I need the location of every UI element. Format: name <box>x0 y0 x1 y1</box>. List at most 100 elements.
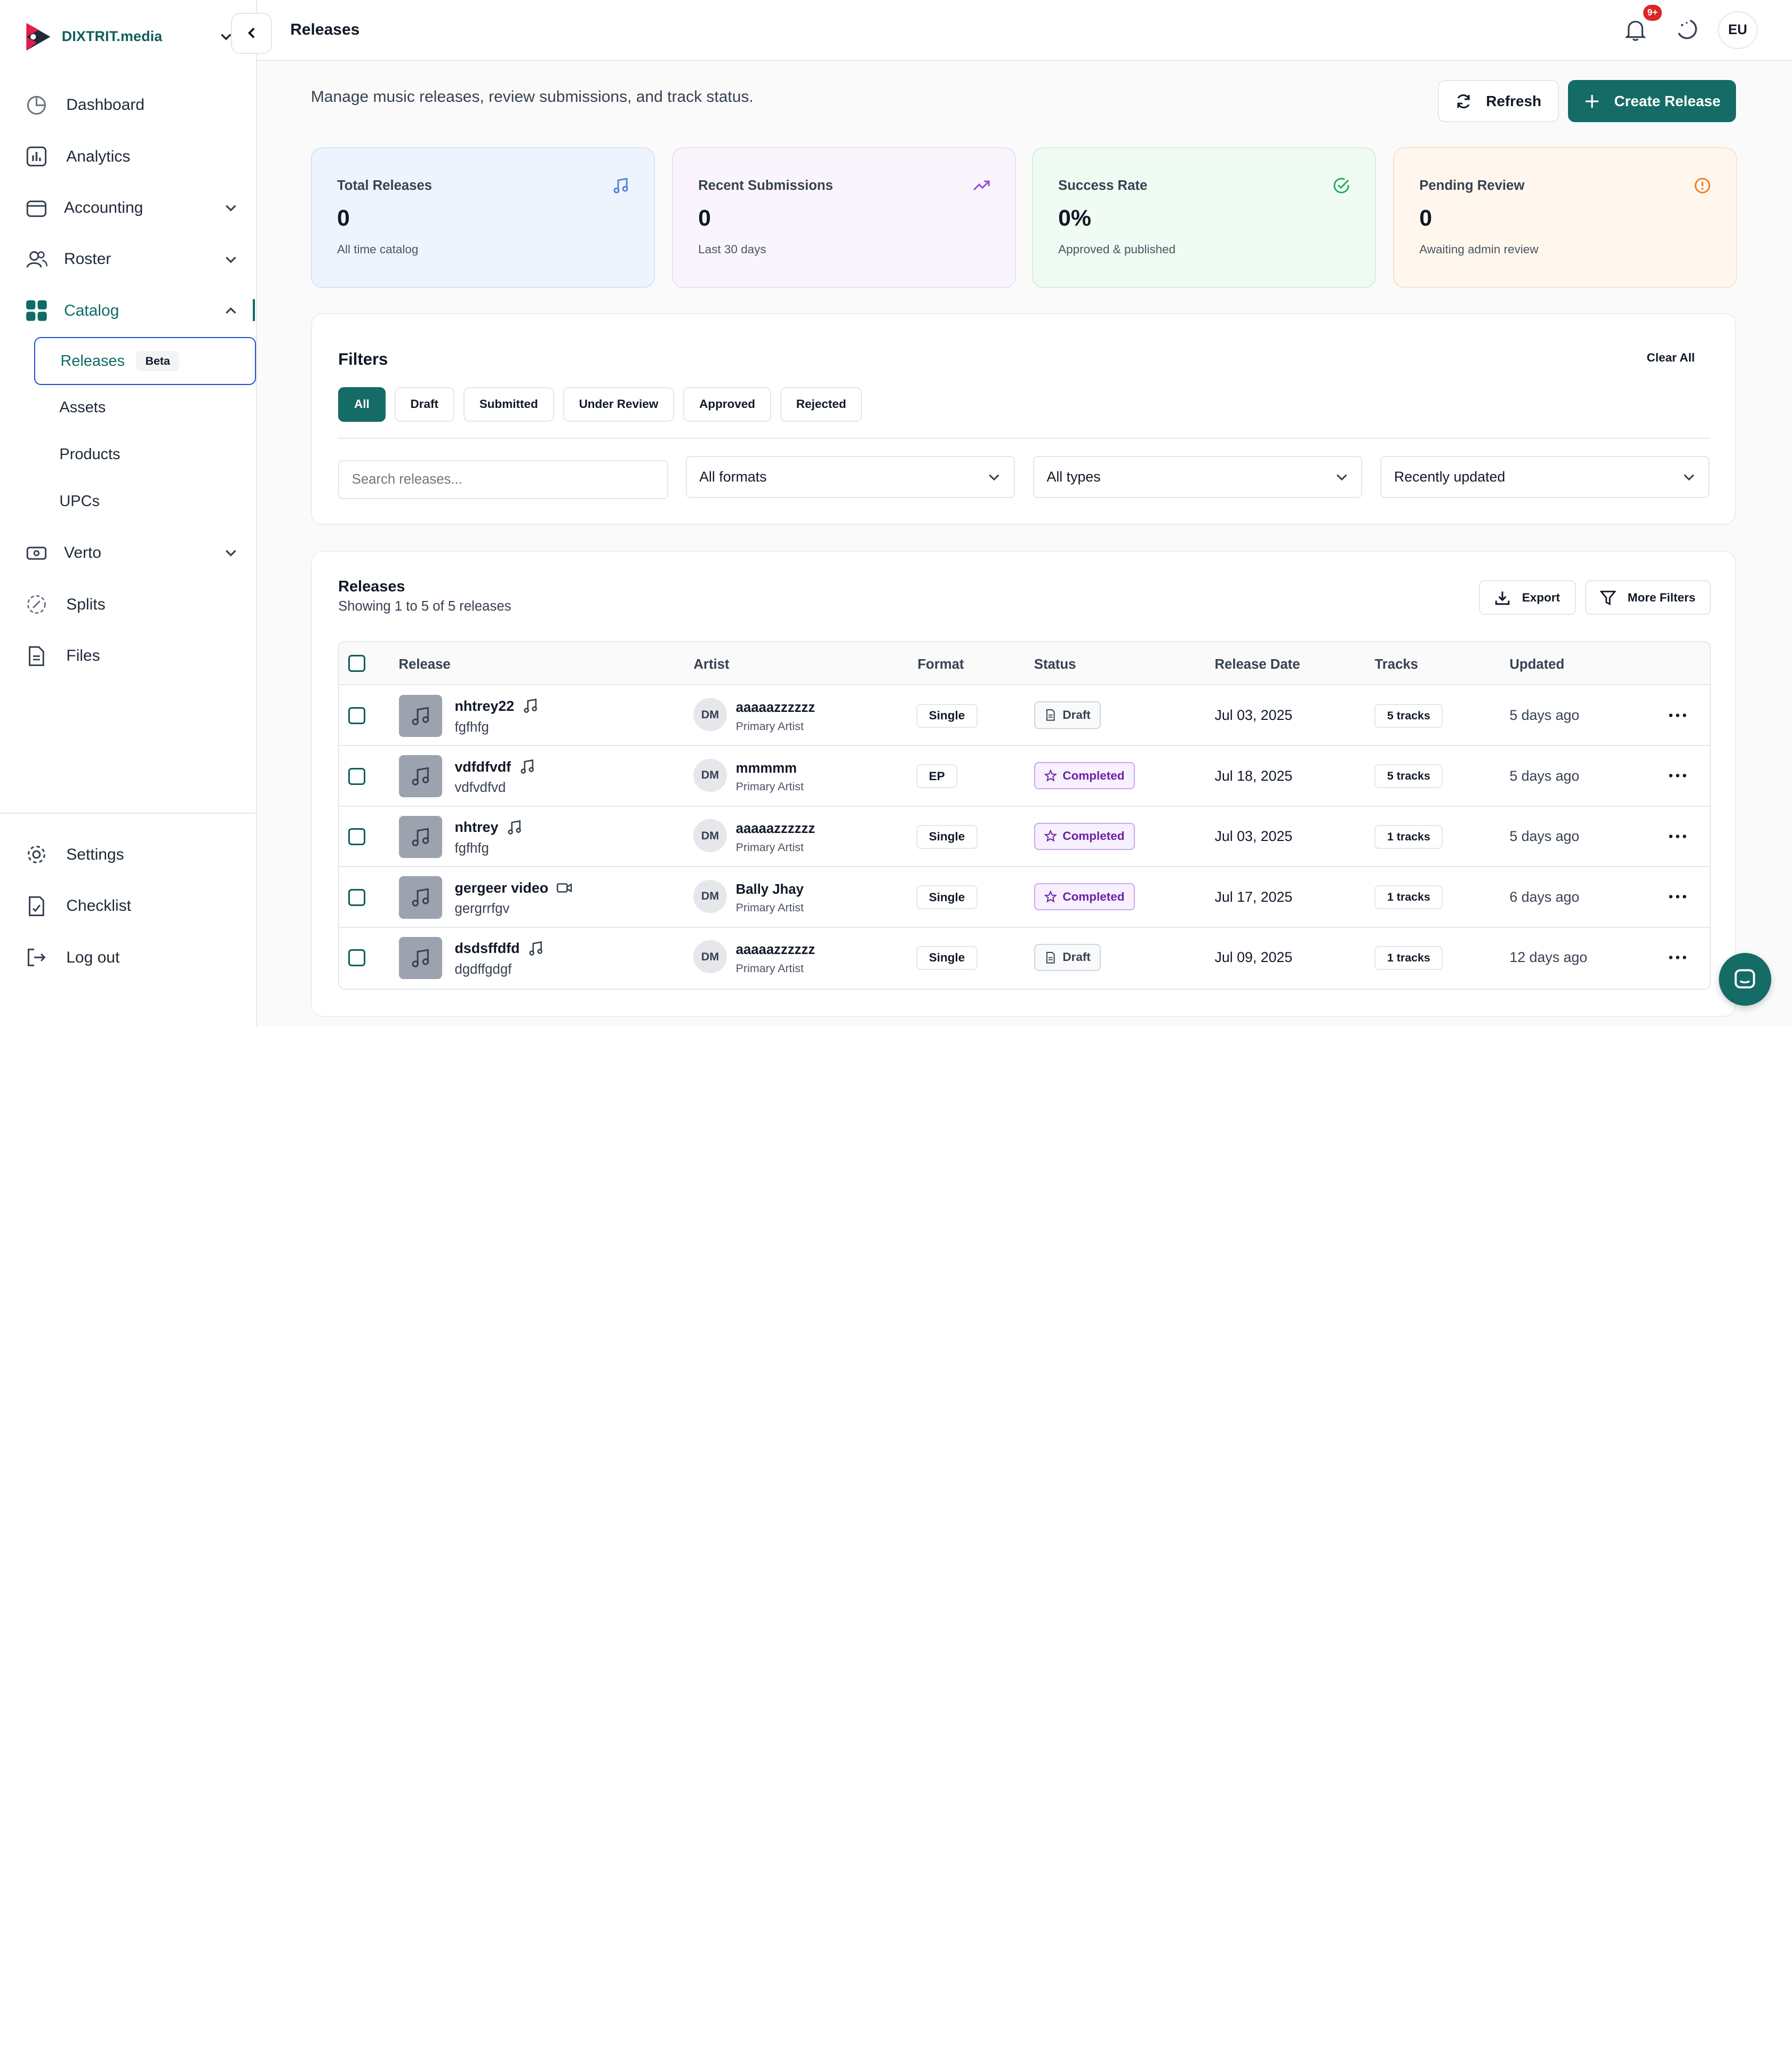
row-checkbox[interactable] <box>348 828 366 846</box>
stat-value: 0% <box>1058 205 1092 231</box>
sidebar-subitem-upcs[interactable]: UPCs <box>34 478 256 526</box>
chip-all[interactable]: All <box>338 387 386 422</box>
stat-label: Success Rate <box>1058 178 1148 194</box>
row-checkbox[interactable] <box>348 888 366 906</box>
sidebar-item-files[interactable]: Files <box>25 639 242 673</box>
select-all-checkbox[interactable] <box>348 654 366 672</box>
create-release-button[interactable]: Create Release <box>1567 79 1736 123</box>
column-header-tracks[interactable]: Tracks <box>1374 656 1418 672</box>
more-actions-icon[interactable] <box>1665 825 1690 848</box>
chip-draft[interactable]: Draft <box>394 387 454 422</box>
artist-avatar: DM <box>693 940 727 974</box>
brand-switcher[interactable]: DIXTRIT.media <box>23 21 240 53</box>
chip-approved[interactable]: Approved <box>683 387 771 422</box>
sidebar-item-roster[interactable]: Roster <box>25 242 242 276</box>
sidebar-item-splits[interactable]: Splits <box>25 587 242 621</box>
artist-name: aaaaazzzzzz <box>735 821 815 837</box>
more-actions-icon[interactable] <box>1665 885 1690 908</box>
table-row[interactable]: nhtrey22 fgfhfg DM aaaaazzzzzz Primary Artis… <box>339 685 1710 746</box>
sidebar-item-dashboard[interactable]: Dashboard <box>25 88 242 122</box>
chat-button[interactable] <box>1718 953 1772 1006</box>
format-select[interactable]: All formats <box>685 455 1015 499</box>
artist-role: Primary Artist <box>735 780 804 793</box>
release-date: Jul 09, 2025 <box>1214 949 1293 966</box>
sidebar-item-analytics[interactable]: Analytics <box>25 139 242 173</box>
column-header-artist[interactable]: Artist <box>693 656 730 672</box>
sidebar-item-checklist[interactable]: Checklist <box>25 889 242 923</box>
sidebar-item-settings[interactable]: Settings <box>25 838 242 872</box>
artist-role: Primary Artist <box>735 961 804 975</box>
row-checkbox[interactable] <box>348 949 366 967</box>
table-row[interactable]: gergeer video gergrrfgv DM Bally Jhay Primar… <box>339 867 1710 928</box>
search-input[interactable] <box>338 460 669 500</box>
sort-select[interactable]: Recently updated <box>1380 455 1710 499</box>
artist-name: aaaaazzzzzz <box>735 942 815 958</box>
column-header-format[interactable]: Format <box>917 656 964 672</box>
release-subtitle: gergrrfgv <box>454 901 510 917</box>
artist-role: Primary Artist <box>735 840 804 854</box>
sidebar-item-label: Analytics <box>66 147 131 165</box>
export-button[interactable]: Export <box>1478 580 1576 615</box>
refresh-button[interactable]: Refresh <box>1437 79 1559 123</box>
sidebar-item-label: Catalog <box>63 301 119 319</box>
sidebar-subitem-releases[interactable]: Releases Beta <box>34 337 256 386</box>
trending-up-icon <box>973 180 990 191</box>
release-name[interactable]: vdfdfvdf <box>455 759 535 775</box>
status-badge: Completed <box>1034 762 1135 790</box>
status-label: Completed <box>1062 889 1125 903</box>
collapse-sidebar-button[interactable] <box>230 12 272 54</box>
release-artwork <box>398 755 442 798</box>
bell-icon[interactable] <box>1623 17 1648 42</box>
alert-circle-icon <box>1694 178 1710 194</box>
chip-rejected[interactable]: Rejected <box>780 387 862 422</box>
artist-avatar: DM <box>693 819 727 853</box>
column-header-status[interactable]: Status <box>1034 656 1076 672</box>
clear-all-button[interactable]: Clear All <box>1646 350 1695 364</box>
column-header-release[interactable]: Release <box>398 656 451 672</box>
artist-role: Primary Artist <box>735 719 804 733</box>
users-icon <box>25 248 48 271</box>
release-name[interactable]: nhtrey22 <box>455 698 539 715</box>
sidebar-subitem-assets[interactable]: Assets <box>34 384 256 432</box>
sidebar-subitem-products[interactable]: Products <box>34 431 256 479</box>
row-checkbox[interactable] <box>348 707 366 725</box>
artist-role: Primary Artist <box>735 901 804 915</box>
table-row[interactable]: vdfdfvdf vdfvdfvd DM mmmmm Primary Artist EP C… <box>339 746 1710 807</box>
more-filters-button[interactable]: More Filters <box>1585 580 1711 615</box>
sidebar-item-logout[interactable]: Log out <box>25 941 242 975</box>
column-header-release-date[interactable]: Release Date <box>1214 656 1300 672</box>
releases-table: Release Artist Format Status Release Dat… <box>338 640 1711 990</box>
music-note-icon <box>409 825 432 848</box>
release-name[interactable]: nhtrey <box>455 819 523 836</box>
theme-toggle-icon[interactable] <box>1674 17 1699 42</box>
status-label: Completed <box>1062 829 1125 843</box>
status-badge: Completed <box>1034 883 1135 911</box>
chip-submitted[interactable]: Submitted <box>463 387 554 422</box>
user-avatar[interactable]: EU <box>1717 11 1758 50</box>
sidebar-item-verto[interactable]: Verto <box>25 536 242 570</box>
release-name[interactable]: dsdsffdfd <box>455 940 544 957</box>
release-name[interactable]: gergeer video <box>455 880 573 896</box>
cash-icon <box>25 542 48 565</box>
table-row[interactable]: dsdsffdfd dgdffgdgf DM aaaaazzzzzz Primary A… <box>339 928 1710 989</box>
refresh-icon <box>1457 94 1470 108</box>
more-actions-icon[interactable] <box>1665 764 1690 787</box>
sidebar-subitem-label: Releases <box>60 352 125 370</box>
release-date: Jul 03, 2025 <box>1214 828 1293 845</box>
tracks-badge: 5 tracks <box>1374 764 1443 789</box>
music-note-icon <box>409 765 432 788</box>
sidebar-item-accounting[interactable]: Accounting <box>25 191 242 225</box>
column-header-updated[interactable]: Updated <box>1509 656 1565 672</box>
more-actions-icon[interactable] <box>1665 946 1690 969</box>
artist-avatar: DM <box>693 698 727 732</box>
sidebar-item-catalog[interactable]: Catalog <box>25 294 242 328</box>
row-checkbox[interactable] <box>348 767 366 785</box>
music-note-icon <box>409 886 432 909</box>
artist-name: Bally Jhay <box>735 881 804 897</box>
chip-under-review[interactable]: Under Review <box>563 387 675 422</box>
release-subtitle: vdfvdfvd <box>454 780 506 796</box>
create-release-label: Create Release <box>1614 92 1721 109</box>
table-row[interactable]: nhtrey fgfhfg DM aaaaazzzzzz Primary Artist S… <box>339 807 1710 868</box>
more-actions-icon[interactable] <box>1665 704 1690 727</box>
type-select[interactable]: All types <box>1033 455 1363 499</box>
